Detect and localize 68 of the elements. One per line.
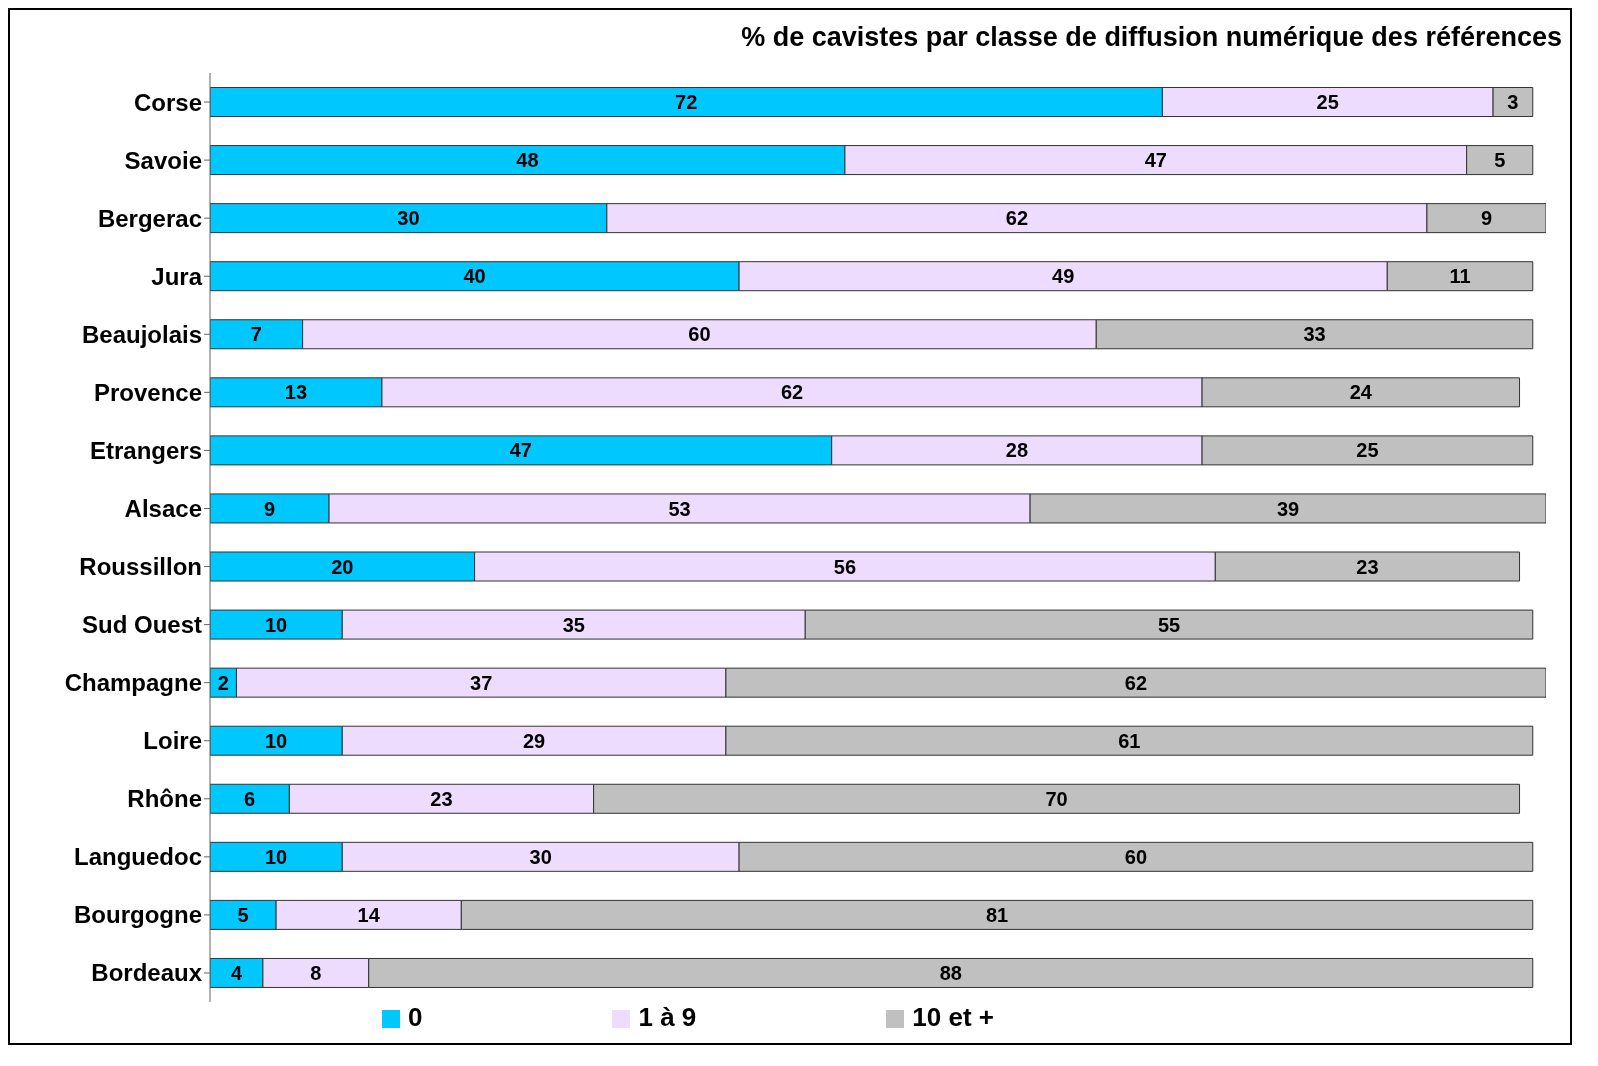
chart-title: % de cavistes par classe de diffusion numérique des références [740,21,1563,53]
data-label: 11 [1449,265,1471,288]
data-label: 28 [1005,439,1029,462]
data-label: 9 [1480,207,1493,230]
data-label: 14 [357,903,381,926]
data-label: 35 [562,613,585,636]
data-label: 9 [263,497,276,520]
y-tick-label: Etrangers [89,436,202,464]
data-label: 48 [516,149,539,172]
y-tick-label: Rhône [127,785,202,813]
data-label: 60 [688,323,711,346]
data-label: 56 [833,555,857,578]
data-label: 6 [244,787,256,810]
data-label: 61 [1118,729,1141,752]
data-label: 81 [985,903,1009,926]
data-label: 39 [1276,497,1300,520]
y-tick-label: Roussillon [79,553,202,581]
data-label: 5 [1494,149,1506,172]
data-label: 55 [1157,613,1181,636]
data-label: 88 [939,962,962,985]
data-label: 4 [230,962,243,985]
data-label: 23 [1356,555,1379,578]
data-label: 2 [217,671,229,694]
y-tick-label: Loire [143,727,202,755]
data-label: 25 [1356,439,1379,462]
legend-label: 10 et + [912,1002,994,1032]
data-label: 62 [780,381,804,404]
y-tick-label: Alsace [124,494,202,522]
data-label: 70 [1045,787,1068,810]
y-tick-label: Provence [93,378,202,406]
data-label: 37 [470,671,493,694]
data-label: 20 [331,555,354,578]
data-label: 8 [310,962,322,985]
y-tick-label: Savoie [124,146,202,174]
data-label: 30 [529,845,552,868]
data-label: 10 [265,845,288,868]
y-tick-label: Bergerac [97,204,202,232]
y-tick-label: Corse [133,88,202,116]
data-label: 29 [522,729,546,752]
data-label: 47 [1144,149,1167,172]
data-label: 47 [509,439,532,462]
data-label: 5 [237,903,249,926]
y-tick-label: Beaujolais [81,320,202,348]
data-label: 24 [1349,381,1373,404]
y-tick-label: Bordeaux [91,959,203,987]
y-tick-label: Languedoc [73,843,202,871]
legend-label: 1 à 9 [638,1002,697,1032]
y-tick-label: Sud Ouest [81,611,202,639]
data-label: 13 [284,381,308,404]
data-label: 33 [1303,323,1326,346]
data-label: 62 [1124,671,1148,694]
data-label: 30 [397,207,420,230]
data-label: 60 [1124,845,1148,868]
data-label: 10 [265,613,288,636]
data-label: 23 [430,787,453,810]
data-label: 25 [1316,91,1339,114]
data-label: 62 [1005,207,1029,230]
y-tick-label: Bourgogne [74,901,202,929]
y-tick-label: Jura [151,262,203,290]
data-label: 3 [1507,91,1519,114]
data-label: 7 [250,323,262,346]
data-label: 40 [463,265,486,288]
data-label: 72 [675,91,698,114]
data-label: 53 [668,497,691,520]
legend-label: 0 [408,1002,423,1032]
y-tick-label: Champagne [64,669,202,697]
data-label: 10 [265,729,288,752]
data-label: 49 [1052,265,1075,288]
